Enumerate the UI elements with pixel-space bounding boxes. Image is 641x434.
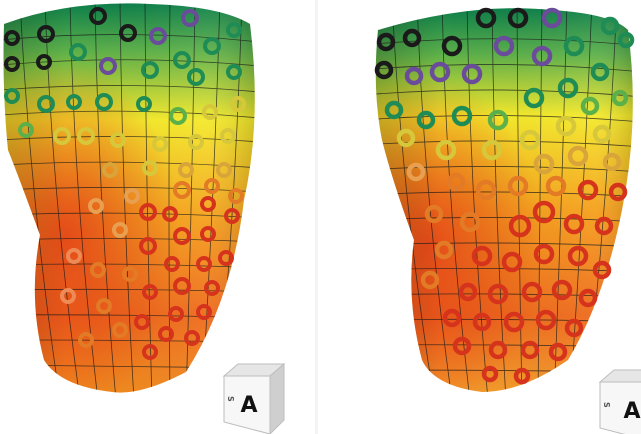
left-cube-side-label: S	[226, 396, 235, 402]
right-ventricle-render: A S	[374, 7, 641, 434]
right-cube-face-label: A	[623, 399, 640, 424]
panel-divider	[315, 0, 318, 434]
left-electrode-rings	[4, 7, 246, 360]
left-ventricle-render: A S	[3, 3, 286, 434]
left-cube-face-label: A	[240, 393, 257, 418]
left-orientation-cube: A S	[222, 362, 286, 434]
right-cube-side-label: S	[602, 402, 611, 408]
left-ventricle-panel: A S	[0, 0, 312, 434]
right-orientation-cube: A S	[598, 369, 641, 434]
right-electrode-rings	[374, 7, 635, 385]
right-ventricle-panel: A S	[322, 0, 641, 434]
